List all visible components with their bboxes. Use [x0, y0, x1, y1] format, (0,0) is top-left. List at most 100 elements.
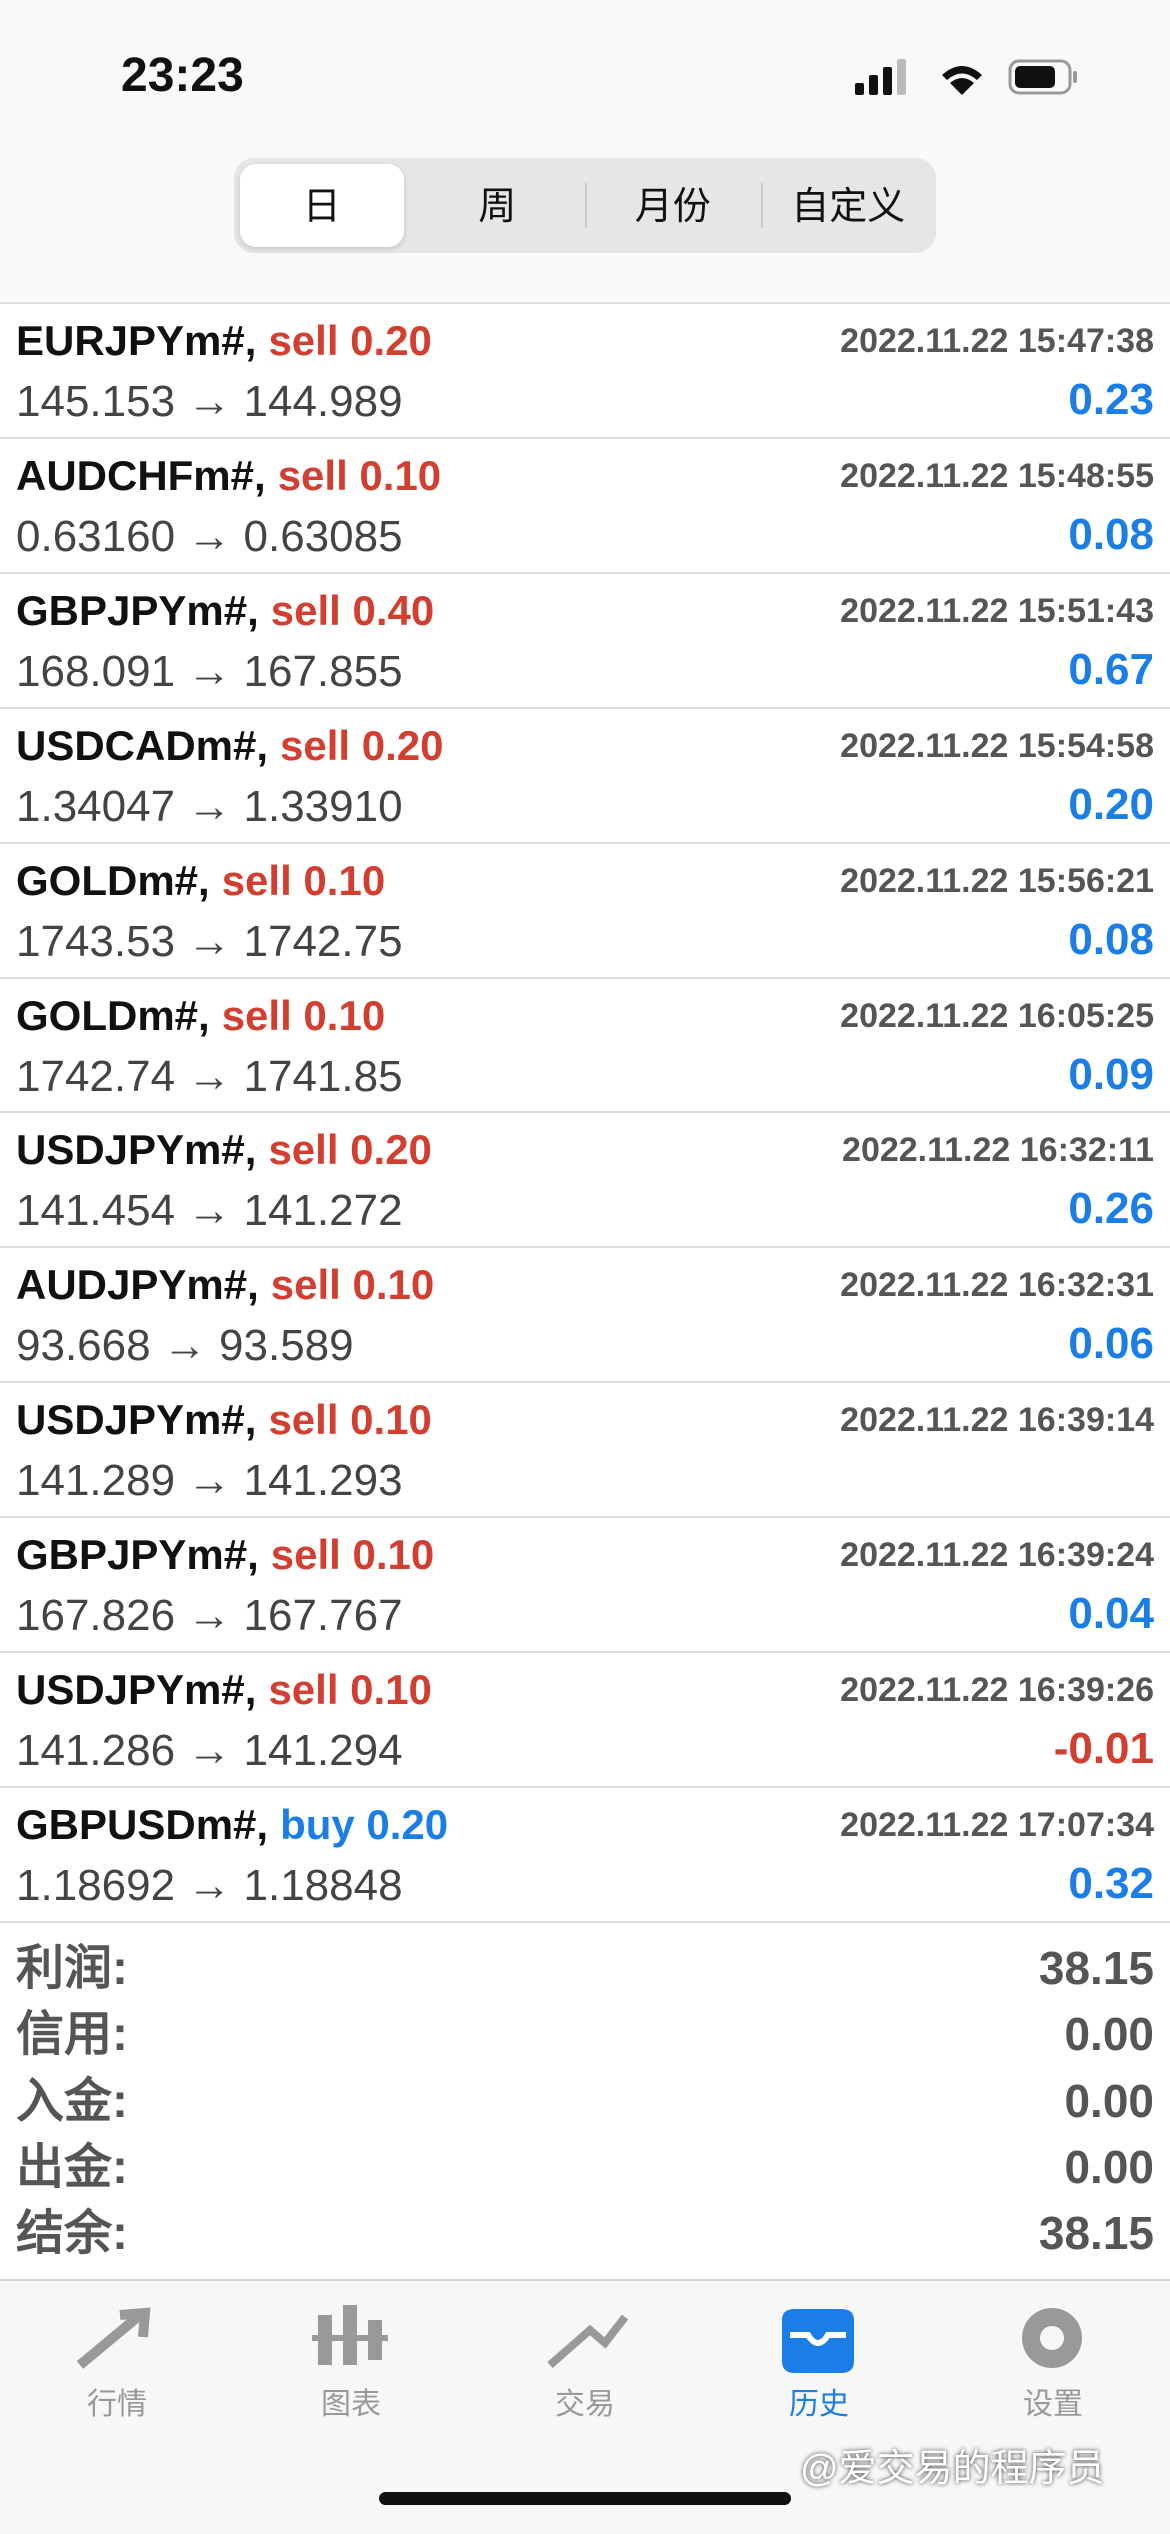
side-volume: sell 0.10	[268, 1396, 432, 1444]
separator	[0, 1111, 1170, 1114]
symbol: GBPJPYm#,	[16, 1531, 259, 1579]
trade-profit: 0.20	[1068, 779, 1154, 829]
trade-row[interactable]: USDJPYm#, sell 0.20 2022.11.22 16:32:11 141…	[0, 1111, 1170, 1246]
period-tab[interactable]: 日	[302, 186, 341, 228]
summary-value: 0.00	[1064, 2008, 1154, 2061]
summary-label: 利润:	[16, 1942, 128, 1995]
trade-profit: 0.06	[1068, 1319, 1154, 1369]
trade-row[interactable]: AUDJPYm#, sell 0.10 2022.11.22 16:32:31 93.…	[0, 1246, 1170, 1381]
summary-label: 结余:	[16, 2207, 128, 2261]
trade-title: GBPJPYm#, sell 0.10	[16, 1534, 434, 1576]
separator	[0, 841, 1170, 844]
symbol: EURJPYm#,	[16, 317, 257, 364]
trade-time: 2022.11.22 16:05:25	[840, 996, 1154, 1035]
period-tab[interactable]: 月份	[634, 186, 711, 228]
trade-title: EURJPYm#, sell 0.20	[16, 320, 432, 362]
symbol: USDJPYm#,	[16, 1396, 257, 1444]
trade-row[interactable]: USDCADm#, sell 0.20 2022.11.22 15:54:58 1.3…	[0, 707, 1170, 842]
trade-row[interactable]: GOLDm#, sell 0.10 2022.11.22 15:56:21 1743.…	[0, 842, 1170, 977]
trade-row[interactable]: EURJPYm#, sell 0.20 2022.11.22 15:47:38 145…	[0, 302, 1170, 437]
separator	[0, 706, 1170, 709]
clock: 23:23	[121, 49, 244, 102]
side-volume: sell 0.20	[268, 1126, 432, 1174]
tab-bar-item[interactable]: 历史	[789, 2388, 849, 2421]
watermark: @爱交易的程序员	[800, 2448, 1105, 2490]
trade-profit: 0.26	[1068, 1184, 1154, 1234]
home-indicator	[379, 2492, 791, 2505]
trade-time: 2022.11.22 15:47:38	[840, 322, 1154, 360]
trade-row[interactable]: AUDCHFm#, sell 0.10 2022.11.22 15:48:55 0.6…	[0, 437, 1170, 572]
side-volume: sell 0.40	[270, 586, 435, 634]
period-tab[interactable]: 自定义	[791, 186, 906, 228]
trade-profit: 0.08	[1068, 509, 1154, 559]
symbol: USDJPYm#,	[16, 1666, 257, 1713]
separator	[0, 1246, 1170, 1249]
trade-profit: 0.04	[1068, 1589, 1154, 1639]
summary-value: 38.15	[1038, 2207, 1154, 2260]
trade-title: GOLDm#, sell 0.10	[16, 991, 386, 1039]
trade-prices: 145.153 → 144.989	[16, 377, 403, 426]
trade-title: USDJPYm#, sell 0.10	[16, 1399, 432, 1441]
trade-row[interactable]: GBPUSDm#, buy 0.20 2022.11.22 17:07:34 1.18…	[0, 1786, 1170, 1921]
summary-value: 0.00	[1064, 2074, 1154, 2127]
trade-profit: 0.09	[1068, 1049, 1154, 1099]
trade-title: GBPJPYm#, sell 0.40	[16, 586, 435, 634]
trade-prices: 1742.74 → 1741.85	[16, 1051, 403, 1101]
side-volume: buy 0.20	[280, 1800, 449, 1848]
summary-value: 0.00	[1064, 2140, 1154, 2193]
segmented-control: 日 周 月份 自定义	[234, 158, 936, 253]
trade-time: 2022.11.22 16:39:26	[840, 1671, 1154, 1709]
trade-row[interactable]: USDJPYm#, sell 0.10 2022.11.22 16:39:26 141…	[0, 1651, 1170, 1786]
trade-title: USDJPYm#, sell 0.20	[16, 1129, 432, 1171]
trade-profit: -0.01	[1053, 1724, 1154, 1773]
separator	[0, 302, 1170, 304]
symbol: GBPJPYm#,	[16, 586, 259, 634]
trade-prices: 168.091 → 167.855	[16, 646, 403, 696]
separator	[0, 436, 1170, 439]
side-volume: sell 0.10	[270, 1531, 435, 1579]
tab-bar-item[interactable]: 设置	[1023, 2388, 1083, 2421]
tab-bar-item[interactable]: 行情	[87, 2388, 147, 2421]
tab-active-bg	[240, 164, 404, 247]
trade-title: USDJPYm#, sell 0.10	[16, 1669, 432, 1711]
tab-bar-item[interactable]: 交易	[555, 2388, 615, 2421]
trade-profit: 0.67	[1068, 644, 1154, 694]
side-volume: sell 0.10	[221, 856, 386, 904]
trade-prices: 1.34047 → 1.33910	[16, 781, 403, 831]
separator	[0, 976, 1170, 979]
trade-prices: 0.63160 → 0.63085	[16, 511, 403, 561]
trade-row[interactable]: USDJPYm#, sell 0.10 2022.11.22 16:39:14 141…	[0, 1381, 1170, 1516]
side-volume: sell 0.10	[221, 991, 386, 1039]
symbol: AUDJPYm#,	[16, 1261, 259, 1309]
tab-bar	[0, 2279, 1170, 2534]
symbol: USDCADm#,	[16, 721, 269, 769]
trade-title: AUDCHFm#, sell 0.10	[16, 451, 442, 499]
trade-profit: 0.32	[1068, 1858, 1154, 1908]
trade-time: 2022.11.22 16:39:24	[840, 1536, 1154, 1575]
symbol: GBPUSDm#,	[16, 1800, 269, 1848]
trade-prices: 167.826 → 167.767	[16, 1591, 403, 1641]
side-volume: sell 0.10	[277, 451, 442, 499]
separator	[0, 1785, 1170, 1788]
summary-label: 信用:	[16, 2008, 128, 2062]
trade-row[interactable]: GOLDm#, sell 0.10 2022.11.22 16:05:25 1742.…	[0, 977, 1170, 1112]
tab-bar-item[interactable]: 图表	[321, 2388, 381, 2421]
separator	[0, 1920, 1170, 1923]
trade-title: USDCADm#, sell 0.20	[16, 721, 444, 769]
trade-profit: 0.08	[1068, 914, 1154, 964]
trade-prices: 141.454 → 141.272	[16, 1186, 403, 1236]
separator	[0, 571, 1170, 574]
separator	[0, 1381, 1170, 1384]
tab-icons	[76, 2305, 1082, 2373]
trade-row[interactable]: GBPJPYm#, sell 0.40 2022.11.22 15:51:43 168…	[0, 572, 1170, 707]
side-volume: sell 0.20	[280, 721, 444, 769]
trade-prices: 141.286 → 141.294	[16, 1726, 403, 1775]
trade-row[interactable]: GBPJPYm#, sell 0.10 2022.11.22 16:39:24 167…	[0, 1516, 1170, 1651]
period-tab[interactable]: 周	[478, 186, 517, 228]
symbol: AUDCHFm#,	[16, 451, 266, 499]
side-volume: sell 0.10	[270, 1261, 435, 1309]
trade-prices: 1.18692 → 1.18848	[16, 1860, 403, 1910]
trade-time: 2022.11.22 15:54:58	[840, 726, 1154, 765]
side-volume: sell 0.20	[268, 317, 432, 364]
